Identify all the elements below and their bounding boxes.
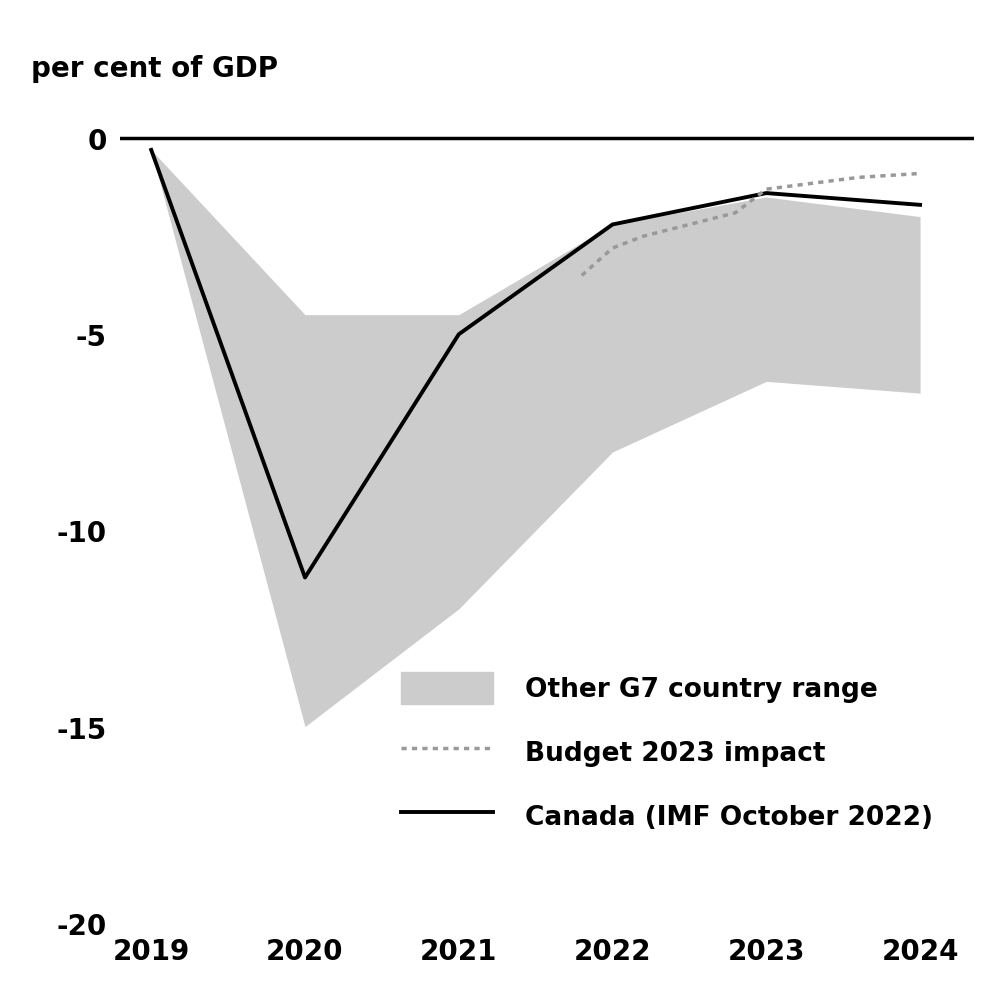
Text: per cent of GDP: per cent of GDP: [31, 55, 278, 83]
Legend: Other G7 country range, Budget 2023 impact, Canada (IMF October 2022): Other G7 country range, Budget 2023 impa…: [390, 661, 943, 843]
